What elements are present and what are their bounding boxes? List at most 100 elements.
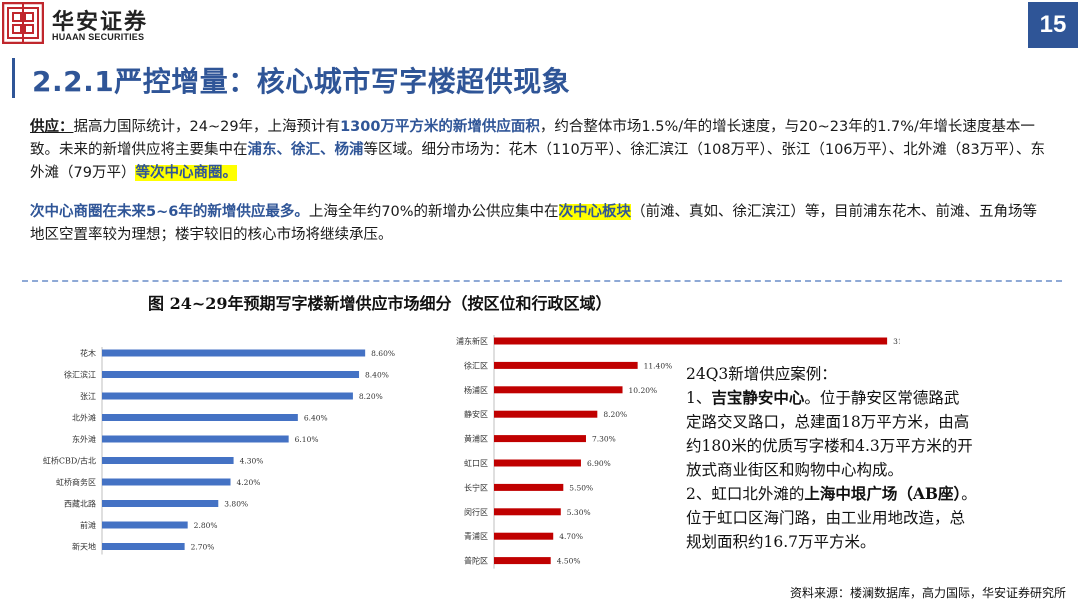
para2-highlight-lead: 次中心商圈在未来5~6年的新增供应最多。 [30,204,309,220]
location-category-label: 花木 [80,348,96,358]
location-value-label: 8.20% [359,392,383,401]
district-bar [494,361,638,369]
brand-name-en: HUAAN SECURITIES [52,32,145,42]
location-value-label: 4.30% [240,457,264,466]
location-value-label: 8.40% [365,371,389,380]
district-category-label: 虹口区 [464,459,488,468]
location-value-label: 3.80% [224,500,248,509]
case-1-line-3: 约180米的优质写字楼和4.3万平方米的开 [686,437,973,455]
location-bar [102,349,366,357]
district-category-label: 长宁区 [464,482,488,492]
location-category-label: 徐汇滨江 [64,370,96,380]
location-bar [102,457,234,464]
location-bar [102,500,219,507]
location-bar [102,435,289,443]
district-category-label: 普陀区 [464,556,488,566]
district-category-label: 闵行区 [464,507,488,517]
district-category-label: 浦东新区 [456,336,488,346]
page-number: 15 [1028,2,1078,48]
para1-highlight-area: 1300万平方米 [340,119,439,135]
case-1-line-2: 定路交叉路口，总建面18万平方米，由高 [686,413,970,431]
case-study-box: 24Q3新增供应案例： 1、吉宝静安中心。位于静安区常德路武 定路交叉路口，总建… [686,362,1058,554]
district-bar [494,483,564,491]
location-value-label: 6.10% [295,435,319,444]
district-category-label: 徐汇区 [464,360,488,370]
para2-text-1: 上海全年约70%的新增办公供应集中在 [308,204,559,220]
location-value-label: 4.20% [237,478,261,487]
location-category-label: 西藏北路 [64,499,96,509]
location-category-label: 东外滩 [72,434,96,444]
district-value-label: 8.20% [603,410,627,419]
case-1-name: 吉宝静安中心 [711,388,805,407]
district-bar [494,459,581,467]
district-category-label: 青浦区 [464,531,488,541]
location-category-label: 北外滩 [72,413,96,423]
district-bar [494,557,551,565]
district-value-label: 7.30% [592,435,616,444]
para2-text-2: （前滩、真如、徐汇滨江）等，目前浦东花木、前滩、五角场等地区空置率较为理想；楼宇… [30,204,1038,243]
location-value-label: 2.80% [194,521,218,530]
district-value-label: 4.70% [559,532,583,541]
district-category-label: 杨浦区 [464,385,488,395]
location-category-label: 虹桥商务区 [56,477,96,487]
district-value-label: 31.20% [893,337,900,346]
case-1-prefix: 1、 [686,389,712,407]
location-bar [102,392,353,400]
location-bar [102,543,185,550]
para1-highlight-new-supply: 的新增供应面积 [438,119,540,135]
para1-text-1: 据高力国际统计，24~29年，上海预计有 [73,119,341,135]
location-bar [102,371,360,378]
case-1-line-1: 1、吉宝静安中心。位于静安区常德路武 [686,386,1058,410]
location-value-label: 6.40% [304,414,328,423]
district-bar [494,508,561,516]
district-bar [494,337,888,345]
district-bar [494,435,586,443]
location-bar [102,414,298,421]
para1-highlight-subcenter: 等次中心商圈。 [135,165,237,181]
district-bar [494,532,554,540]
district-value-label: 5.50% [569,483,593,492]
location-value-label: 2.70% [191,543,215,552]
case-2-name: 上海中垠广场（AB座） [804,484,962,503]
para2-highlight-subcenter-block: 次中心板块 [558,204,632,220]
supply-label: 供应： [30,119,74,135]
page-title: 2.2.1严控增量：核心城市写字楼超供现象 [32,65,571,98]
title-accent-bar [12,58,15,98]
district-category-label: 静安区 [464,409,488,419]
para1-highlight-districts: 浦东、徐汇、杨浦 [247,142,364,158]
location-category-label: 张江 [80,392,96,401]
district-category-label: 黄浦区 [464,434,488,444]
case-2-line-3: 规划面积约16.7万平方米。 [686,533,876,551]
case-2-line-1: 2、虹口北外滩的上海中垠广场（AB座）。 [686,482,1058,506]
district-bar [494,410,598,418]
district-value-label: 6.90% [587,459,611,468]
case-title: 24Q3新增供应案例： [686,365,837,383]
location-bar [102,521,188,529]
data-source-note: 资料来源：楼澜数据库，高力国际，华安证券研究所 [789,586,1066,600]
district-value-label: 11.40% [644,361,673,370]
district-value-label: 5.30% [567,508,591,517]
supply-paragraph: 供应：据高力国际统计，24~29年，上海预计有1300万平方米的新增供应面积，约… [30,116,1050,185]
case-1-text: 。位于静安区常德路武 [804,389,960,407]
location-category-label: 新天地 [72,542,96,552]
location-category-label: 虹桥CBD/古北 [43,456,96,466]
case-1-line-4: 放式商业街区和购物中心构成。 [686,461,904,479]
chart-by-district: 浦东新区 31.20% 徐汇区 11.40% 杨浦区 10.20% 静安区 8.20% 黄浦区 7… [456,335,900,569]
location-value-label: 8.60% [371,349,395,358]
case-2-prefix: 2、虹口北外滩的 [686,485,805,503]
subcenter-paragraph: 次中心商圈在未来5~6年的新增供应最多。上海全年约70%的新增办公供应集中在次中… [30,201,1050,247]
para1-text-3: 等区域。细分市场为：花木（110万平）、徐汇滨江（108万平）、张江（106万平… [30,142,1045,181]
district-value-label: 4.50% [557,557,581,566]
para1-text-2: ，约合整体市场1.5%/年的增长速度，与20~23年的1.7%/年增长速度基本一… [30,119,1035,158]
chart-title: 图 24~29年预期写字楼新增供应市场细分（按区位和行政区域） [148,294,612,313]
huaan-logo [2,2,44,44]
section-divider [22,280,1062,282]
chart-by-location: 花木 8.60% 徐汇滨江 8.40% 张江 8.20% 北外滩 6.40% 东外滩 6.10% 虹… [43,347,395,555]
location-bar [102,478,231,486]
case-2-suffix: 。 [961,485,977,503]
location-category-label: 前滩 [80,520,96,530]
district-bar [494,386,623,394]
district-value-label: 10.20% [629,386,658,395]
case-2-line-2: 位于虹口区海门路，由工业用地改造，总 [686,509,966,527]
brand-name-cn: 华安证券 [52,9,149,35]
